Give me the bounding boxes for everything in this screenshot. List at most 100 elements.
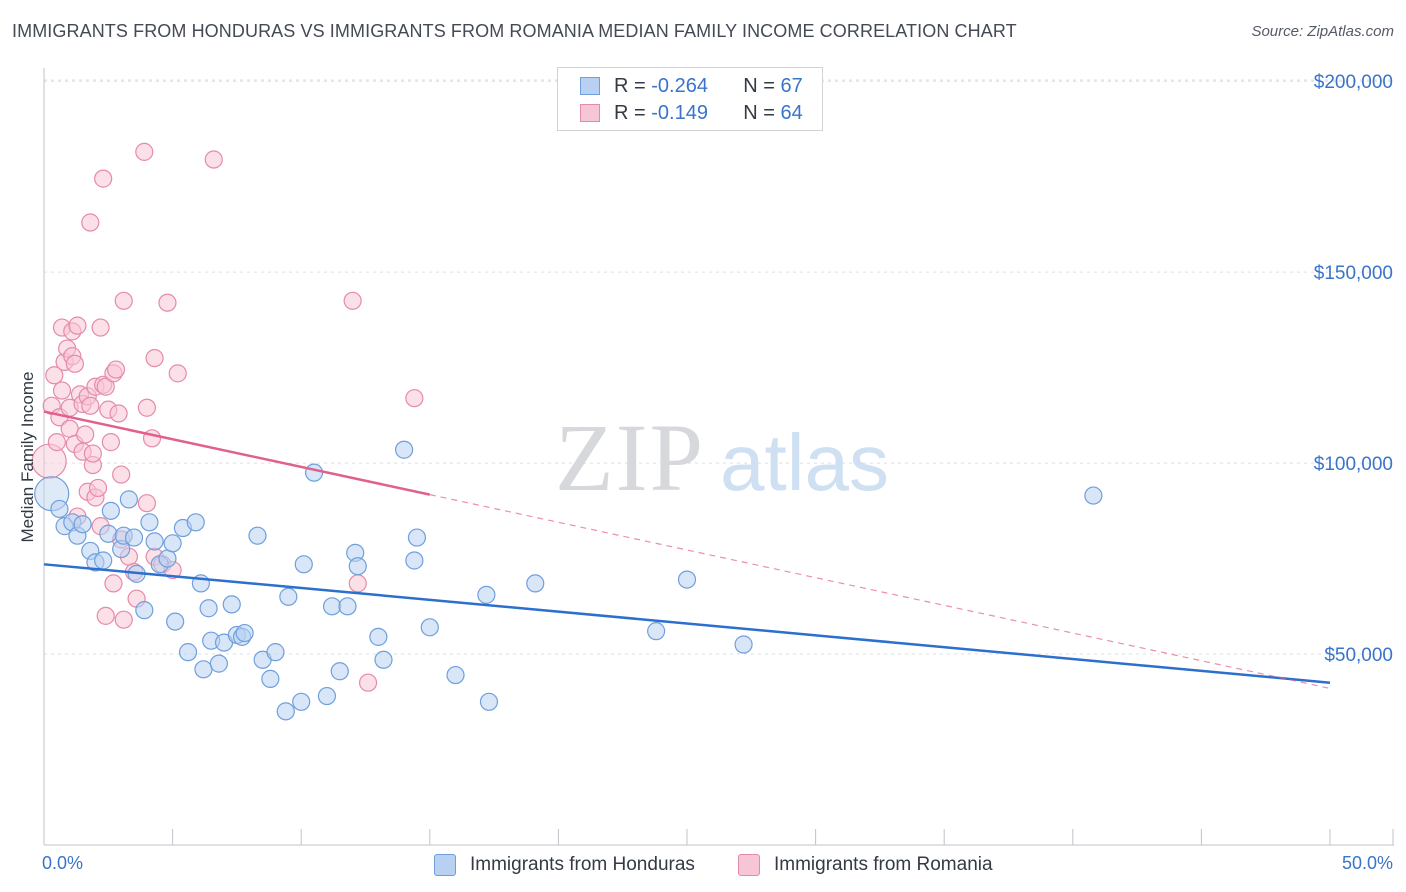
honduras-point xyxy=(304,463,324,482)
honduras-point xyxy=(647,622,666,641)
honduras-trend-solid xyxy=(43,563,1331,684)
romania-point xyxy=(204,150,223,169)
romania-point xyxy=(83,444,102,463)
bottom-legend-honduras: Immigrants from Honduras xyxy=(434,851,695,879)
x-tick-label-max: 50.0% xyxy=(1342,853,1393,873)
honduras-point xyxy=(446,665,465,685)
romania-point xyxy=(91,318,110,337)
correlation-legend: R = -0.264 N = 67 R = -0.149 N = 64 xyxy=(557,67,823,131)
honduras-point xyxy=(405,551,424,570)
romania-point xyxy=(45,366,64,385)
romania-point xyxy=(76,425,95,444)
honduras-point xyxy=(734,635,753,654)
honduras-point xyxy=(158,549,177,568)
romania-point xyxy=(114,610,133,629)
romania-point xyxy=(101,433,120,452)
honduras-point xyxy=(199,599,218,618)
bottom-legend-swatch-romania xyxy=(738,854,760,876)
honduras-point xyxy=(526,574,545,593)
honduras-point xyxy=(194,660,213,679)
legend-r-value-romania: -0.149 xyxy=(651,101,708,124)
y-tick-label: $150,000 xyxy=(1314,263,1393,284)
honduras-point xyxy=(119,490,138,509)
honduras-point xyxy=(266,643,285,662)
romania-point xyxy=(96,606,115,625)
romania-point xyxy=(405,389,424,408)
romania-point xyxy=(94,169,113,188)
bottom-legend-romania: Immigrants from Romania xyxy=(738,851,993,879)
romania-point xyxy=(81,213,100,232)
honduras-point xyxy=(1084,486,1103,505)
honduras-point xyxy=(261,669,280,688)
bottom-legend-label-honduras: Immigrants from Honduras xyxy=(470,854,695,875)
romania-point xyxy=(158,293,177,312)
legend-r-label: R = xyxy=(614,74,646,97)
chart-source: Source: ZipAtlas.com xyxy=(1251,23,1394,40)
honduras-point xyxy=(145,532,164,551)
romania-point xyxy=(81,396,100,415)
y-axis-label: Median Family Income xyxy=(18,371,37,542)
honduras-point xyxy=(477,585,496,604)
legend-row-romania: R = -0.149 N = 64 xyxy=(580,100,803,126)
watermark-zip: ZIP xyxy=(555,404,705,511)
legend-row-honduras: R = -0.264 N = 67 xyxy=(580,73,803,99)
legend-n-value-romania: 64 xyxy=(780,101,803,124)
romania-point xyxy=(358,673,378,692)
honduras-point xyxy=(276,702,295,721)
trend-lines xyxy=(43,410,1331,690)
romania-point xyxy=(137,494,156,513)
honduras-point xyxy=(140,513,159,532)
romania-point xyxy=(137,398,156,417)
legend-n-label: N = xyxy=(743,74,775,97)
romania-point xyxy=(343,291,362,310)
honduras-point xyxy=(279,587,298,606)
honduras-point xyxy=(374,650,393,669)
honduras-point xyxy=(330,662,349,681)
romania-trend-solid xyxy=(43,410,431,496)
honduras-point xyxy=(407,528,427,547)
honduras-point xyxy=(124,528,144,547)
honduras-point xyxy=(99,524,118,543)
y-tick-label: $100,000 xyxy=(1314,454,1393,475)
honduras-point xyxy=(317,686,337,706)
romania-point xyxy=(168,364,187,383)
legend-swatch-honduras xyxy=(580,77,600,95)
romania-point xyxy=(348,574,367,593)
honduras-point xyxy=(338,597,357,616)
romania-point xyxy=(65,354,84,373)
honduras-point xyxy=(135,601,154,620)
honduras-point xyxy=(209,654,228,673)
honduras-point xyxy=(369,627,388,646)
honduras-points xyxy=(34,440,1103,721)
honduras-point xyxy=(235,623,254,643)
honduras-point xyxy=(420,618,439,637)
romania-point xyxy=(88,478,108,498)
honduras-point xyxy=(294,555,313,574)
romania-point xyxy=(109,404,128,423)
legend-n-value-honduras: 67 xyxy=(780,74,803,97)
romania-point xyxy=(52,381,72,400)
y-tick-label: $50,000 xyxy=(1324,645,1393,666)
honduras-point xyxy=(166,612,185,631)
honduras-point xyxy=(322,597,342,616)
romania-point xyxy=(96,377,115,396)
honduras-point xyxy=(186,513,205,532)
romania-point xyxy=(112,465,131,484)
legend-r-label: R = xyxy=(614,101,646,124)
honduras-point xyxy=(50,499,69,519)
honduras-point xyxy=(248,526,267,545)
honduras-point xyxy=(222,595,241,614)
romania-point xyxy=(114,291,133,310)
romania-points xyxy=(31,142,424,692)
grid-lines xyxy=(44,79,1394,655)
watermark-atlas: atlas xyxy=(720,418,889,507)
romania-point xyxy=(106,360,126,379)
honduras-point xyxy=(178,643,198,662)
romania-trend-dashed xyxy=(429,494,1331,690)
honduras-point xyxy=(677,570,697,589)
chart-title: IMMIGRANTS FROM HONDURAS VS IMMIGRANTS F… xyxy=(12,21,1017,41)
honduras-point xyxy=(479,692,499,711)
romania-point xyxy=(145,348,164,368)
honduras-point xyxy=(348,557,367,576)
legend-n-label: N = xyxy=(743,101,775,124)
